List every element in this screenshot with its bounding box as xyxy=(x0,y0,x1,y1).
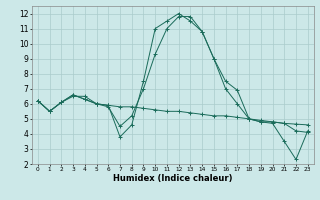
X-axis label: Humidex (Indice chaleur): Humidex (Indice chaleur) xyxy=(113,174,233,183)
